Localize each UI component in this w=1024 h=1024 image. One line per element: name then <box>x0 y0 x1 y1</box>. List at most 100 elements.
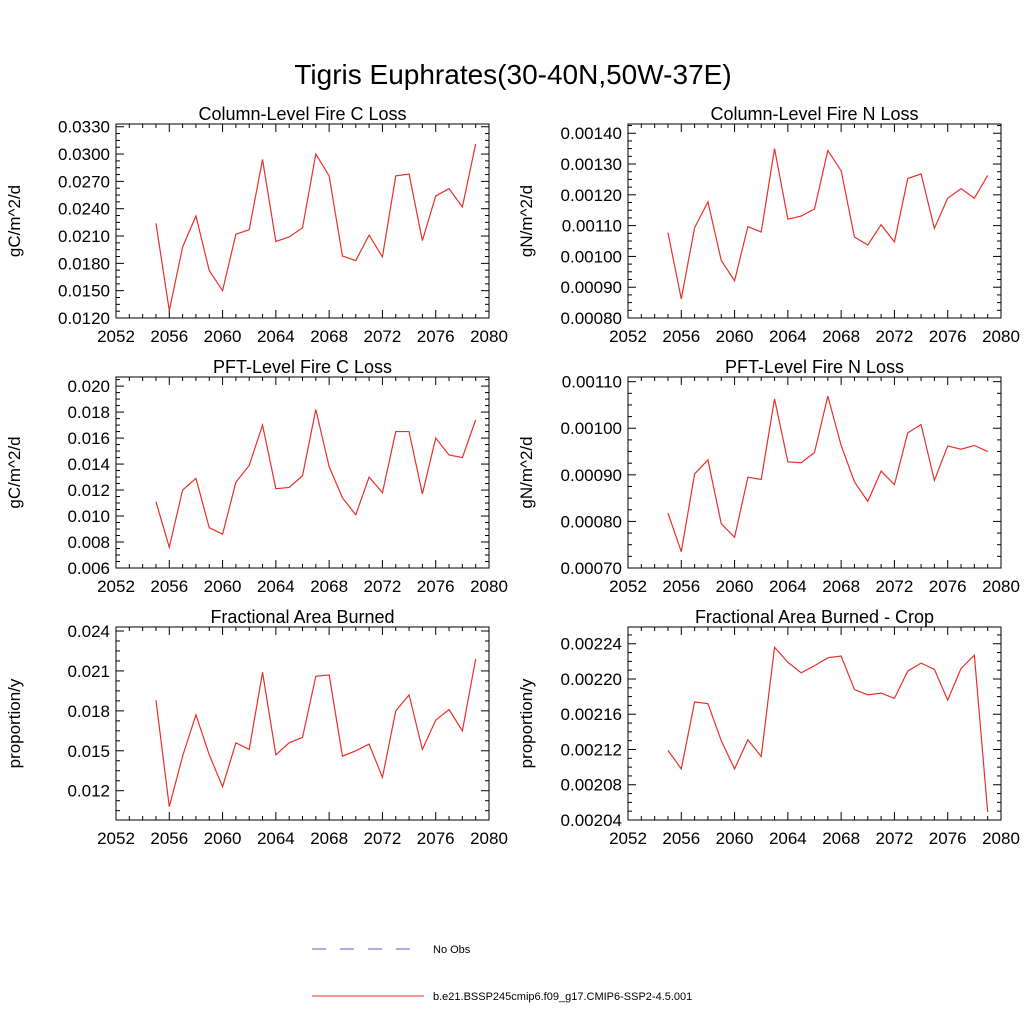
x-tick-label: 2052 <box>97 577 135 596</box>
y-tick-label: 0.00100 <box>561 247 622 266</box>
y-tick-label: 0.00130 <box>561 155 622 174</box>
plot-frame <box>627 626 1002 821</box>
y-tick-label: 0.00100 <box>561 419 622 438</box>
x-tick-label: 2072 <box>364 327 402 346</box>
y-tick-label: 0.0300 <box>58 145 110 164</box>
y-tick-label: 0.024 <box>67 622 110 641</box>
panel-6: Fractional Area Burned - Crop proportion/… <box>517 607 1020 848</box>
plot-frame <box>115 626 490 821</box>
x-tick-label: 2068 <box>310 829 348 848</box>
x-tick-label: 2056 <box>150 577 188 596</box>
x-tick-label: 2080 <box>470 577 508 596</box>
x-tick-label: 2068 <box>822 327 860 346</box>
y-tick-label: 0.012 <box>67 782 110 801</box>
panel-title: PFT-Level Fire C Loss <box>213 357 392 377</box>
x-tick-label: 2072 <box>876 829 914 848</box>
legend-item-model-run: b.e21.BSSP245cmip6.f09_g17.CMIP6-SSP2-4.… <box>312 991 692 1003</box>
x-tick-label: 2080 <box>982 327 1020 346</box>
y-tick-label: 0.016 <box>67 429 110 448</box>
x-tick-label: 2056 <box>662 327 700 346</box>
y-tick-label: 0.00140 <box>561 124 622 143</box>
x-tick-label: 2076 <box>929 577 967 596</box>
x-tick-label: 2080 <box>982 577 1020 596</box>
x-tick-label: 2072 <box>876 577 914 596</box>
series-line-1 <box>667 148 989 300</box>
x-tick-label: 2064 <box>257 577 295 596</box>
x-tick-label: 2064 <box>769 829 807 848</box>
x-tick-label: 2052 <box>609 829 647 848</box>
y-tick-label: 0.00080 <box>561 512 622 531</box>
y-tick-label: 0.00070 <box>561 559 622 578</box>
y-tick-label: 0.010 <box>67 507 110 526</box>
panel-1: Column-Level Fire C Loss gC/m^2/d 2052 2056… <box>5 104 508 346</box>
x-tick-label: 2076 <box>929 829 967 848</box>
x-tick-label: 2064 <box>257 829 295 848</box>
x-tick-label: 2080 <box>470 327 508 346</box>
y-tick-label: 0.015 <box>67 742 110 761</box>
x-tick-label: 2076 <box>929 327 967 346</box>
series-line-1 <box>155 658 477 807</box>
x-tick-label: 2052 <box>609 577 647 596</box>
legend-label-model-run: b.e21.BSSP245cmip6.f09_g17.CMIP6-SSP2-4.… <box>433 991 692 1003</box>
x-tick-label: 2064 <box>769 577 807 596</box>
x-tick-label: 2068 <box>310 327 348 346</box>
plot-frame <box>115 376 490 569</box>
x-tick-label: 2056 <box>662 577 700 596</box>
x-tick-label: 2052 <box>609 327 647 346</box>
y-axis-label: proportion/y <box>517 678 536 768</box>
y-axis-label: proportion/y <box>5 678 24 768</box>
x-tick-label: 2068 <box>822 577 860 596</box>
y-tick-label: 0.00220 <box>561 670 622 689</box>
x-tick-label: 2060 <box>716 327 754 346</box>
panel-3: PFT-Level Fire C Loss gC/m^2/d 2052 2056 206… <box>5 357 508 596</box>
y-tick-label: 0.0120 <box>58 309 110 328</box>
x-tick-label: 2056 <box>150 327 188 346</box>
legend-label-no-obs: No Obs <box>433 944 471 956</box>
x-tick-label: 2056 <box>150 829 188 848</box>
series-line-1 <box>667 645 989 813</box>
panel-5: Fractional Area Burned proportion/y 2052 20… <box>5 607 508 848</box>
x-tick-label: 2052 <box>97 327 135 346</box>
y-tick-label: 0.0180 <box>58 254 110 273</box>
x-tick-label: 2060 <box>716 829 754 848</box>
y-tick-label: 0.006 <box>67 559 110 578</box>
x-tick-label: 2060 <box>204 327 242 346</box>
panel-4: PFT-Level Fire N Loss gN/m^2/d 2052 2056 206… <box>517 357 1020 596</box>
y-tick-label: 0.00208 <box>561 776 622 795</box>
y-axis-label: gN/m^2/d <box>517 185 536 257</box>
legend: No Obs b.e21.BSSP245cmip6.f09_g17.CMIP6-… <box>312 944 692 1003</box>
y-axis-label: gC/m^2/d <box>5 436 24 508</box>
y-tick-label: 0.0270 <box>58 172 110 191</box>
x-tick-label: 2060 <box>204 577 242 596</box>
y-tick-label: 0.014 <box>67 455 110 474</box>
y-tick-label: 0.0150 <box>58 282 110 301</box>
x-tick-label: 2064 <box>257 327 295 346</box>
plot-frame <box>115 123 490 319</box>
figure-title: Tigris Euphrates(30-40N,50W-37E) <box>294 59 731 90</box>
y-tick-label: 0.00090 <box>561 278 622 297</box>
x-tick-label: 2072 <box>876 327 914 346</box>
y-tick-label: 0.020 <box>67 377 110 396</box>
legend-item-no-obs: No Obs <box>312 944 471 956</box>
y-tick-label: 0.021 <box>67 662 110 681</box>
y-tick-label: 0.00216 <box>561 705 622 724</box>
panel-title: Column-Level Fire C Loss <box>198 104 406 124</box>
y-axis-label: gC/m^2/d <box>5 185 24 257</box>
x-tick-label: 2056 <box>662 829 700 848</box>
x-tick-label: 2080 <box>982 829 1020 848</box>
x-tick-label: 2080 <box>470 829 508 848</box>
x-tick-label: 2076 <box>417 577 455 596</box>
x-tick-label: 2064 <box>769 327 807 346</box>
series-line-1 <box>155 409 477 550</box>
x-tick-label: 2060 <box>204 829 242 848</box>
y-tick-label: 0.018 <box>67 403 110 422</box>
x-tick-label: 2072 <box>364 577 402 596</box>
y-tick-label: 0.012 <box>67 481 110 500</box>
panels: Column-Level Fire C Loss gC/m^2/d 2052 2056… <box>5 104 1020 848</box>
y-tick-label: 0.00080 <box>561 309 622 328</box>
y-tick-label: 0.00090 <box>561 466 622 485</box>
y-tick-label: 0.0330 <box>58 118 110 137</box>
panel-title: Column-Level Fire N Loss <box>710 104 918 124</box>
plot-frame <box>627 123 1002 319</box>
